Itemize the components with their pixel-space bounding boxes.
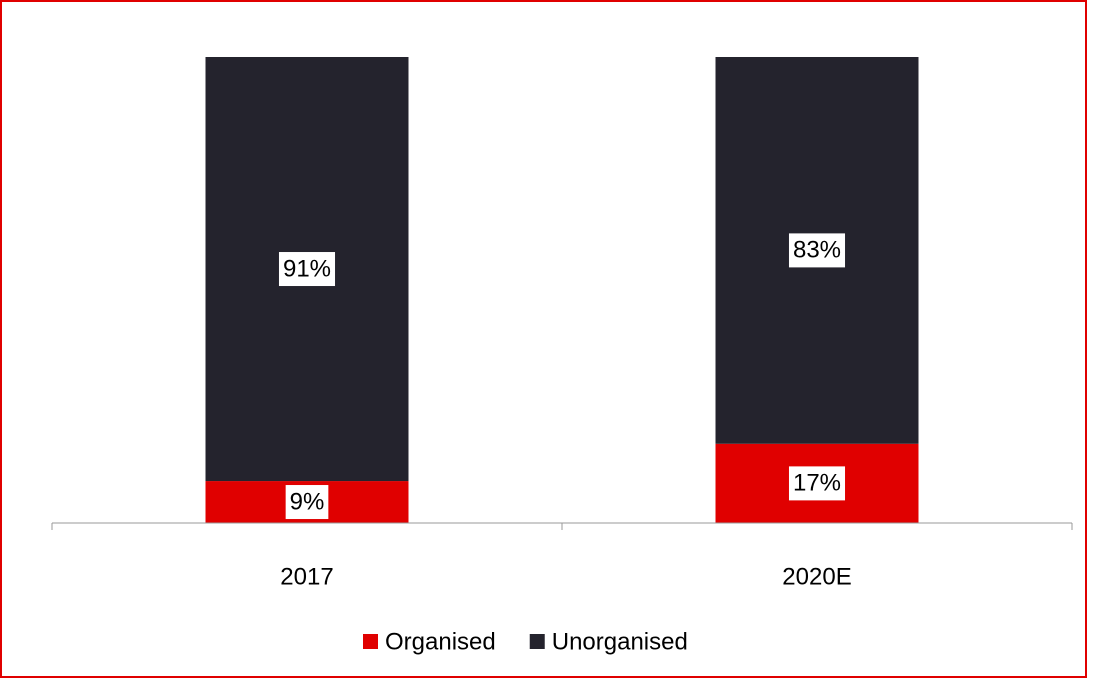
data-label: 17% [793,470,841,497]
legend-label: Organised [385,628,496,655]
x-tick-label: 2020E [782,563,851,590]
legend-swatch [529,634,545,649]
legend-label: Unorganised [552,628,688,655]
data-label-box [788,466,846,501]
x-tick-label: 2017 [280,563,333,590]
data-label: 91% [283,255,331,282]
data-label-box [278,252,336,287]
data-label: 9% [290,488,325,515]
data-label-box [285,485,329,520]
data-label-box [788,233,846,268]
legend-swatch [363,634,378,649]
data-label: 83% [793,237,841,264]
